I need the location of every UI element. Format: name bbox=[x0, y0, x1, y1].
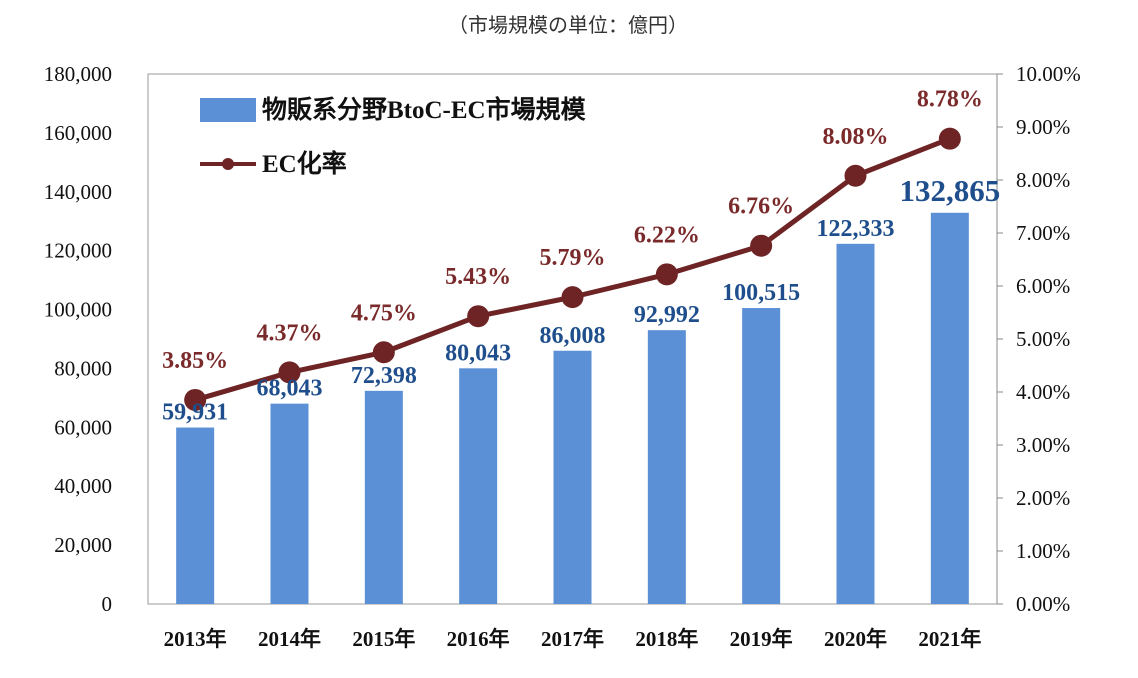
x-tick-label: 2013年 bbox=[164, 627, 227, 651]
right-tick-label: 4.00% bbox=[1016, 380, 1070, 404]
left-axis: 0 20,000 40,000 60,000 80,000 100,000 120,000 1… bbox=[44, 62, 112, 616]
legend: 物販系分野BtoC-EC市場規模 EC化率 bbox=[200, 95, 587, 178]
bar bbox=[742, 308, 781, 604]
bar-series bbox=[176, 212, 969, 605]
right-axis: 0.00% 1.00% 2.00% 3.00% 4.00% 5.00% 6.00% 7.00%… bbox=[996, 62, 1081, 616]
unit-note: （市場規模の単位：億円） bbox=[448, 13, 688, 37]
legend-bar-swatch bbox=[200, 98, 256, 122]
bar-value-label: 122,333 bbox=[817, 216, 895, 242]
left-tick-label: 160,000 bbox=[44, 121, 112, 145]
x-axis: 2013年 2014年 2015年 2016年 2017年 2018年 2019年 2020年… bbox=[164, 627, 982, 651]
legend-bar-label: 物販系分野BtoC-EC市場規模 bbox=[262, 95, 587, 124]
left-tick-label: 40,000 bbox=[54, 474, 112, 498]
left-tick-label: 140,000 bbox=[44, 180, 112, 204]
rate-value-label: 8.78% bbox=[917, 87, 983, 113]
rate-value-label: 8.08% bbox=[823, 124, 889, 150]
rate-value-label: 6.22% bbox=[634, 222, 700, 248]
rate-value-label: 6.76% bbox=[728, 194, 794, 220]
right-tick-label: 7.00% bbox=[1016, 221, 1070, 245]
rate-point bbox=[467, 305, 490, 328]
bar-labels: 59,931 68,043 72,398 80,043 86,008 92,992 100,… bbox=[162, 173, 1000, 426]
right-tick-label: 0.00% bbox=[1016, 592, 1070, 616]
bar bbox=[364, 390, 403, 604]
bar bbox=[930, 212, 969, 605]
left-tick-label: 80,000 bbox=[54, 356, 112, 380]
rate-point bbox=[278, 361, 301, 384]
rate-point bbox=[655, 263, 678, 286]
bar bbox=[836, 243, 875, 604]
rate-point bbox=[184, 388, 207, 411]
bar-value-label: 100,515 bbox=[722, 280, 800, 306]
right-tick-label: 2.00% bbox=[1016, 486, 1070, 510]
left-tick-label: 0 bbox=[102, 592, 113, 616]
rate-labels: 3.85% 4.37% 4.75% 5.43% 5.79% 6.22% 6.76% 8.08%… bbox=[162, 87, 983, 374]
bar-value-label: 86,008 bbox=[540, 323, 606, 349]
bar-value-label: 68,043 bbox=[257, 376, 323, 402]
x-tick-label: 2014年 bbox=[258, 627, 321, 651]
bar bbox=[270, 403, 309, 604]
right-tick-label: 9.00% bbox=[1016, 115, 1070, 139]
x-tick-label: 2019年 bbox=[730, 627, 793, 651]
rate-value-label: 5.43% bbox=[445, 264, 511, 290]
x-tick-label: 2021年 bbox=[918, 627, 981, 651]
bar-value-label: 80,043 bbox=[445, 340, 511, 366]
left-tick-label: 180,000 bbox=[44, 62, 112, 86]
x-tick-label: 2018年 bbox=[635, 627, 698, 651]
rate-point bbox=[938, 127, 961, 150]
bar bbox=[459, 368, 498, 604]
left-tick-label: 120,000 bbox=[44, 239, 112, 263]
rate-series bbox=[184, 127, 961, 411]
bar-value-label: 72,398 bbox=[351, 363, 417, 389]
rate-point bbox=[561, 286, 584, 309]
rate-point bbox=[372, 341, 395, 364]
left-tick-label: 60,000 bbox=[54, 415, 112, 439]
bar-value-label: 59,931 bbox=[162, 400, 228, 426]
right-tick-label: 1.00% bbox=[1016, 539, 1070, 563]
rate-value-label: 3.85% bbox=[162, 348, 228, 374]
right-tick-label: 6.00% bbox=[1016, 274, 1070, 298]
x-tick-label: 2015年 bbox=[352, 627, 415, 651]
x-tick-label: 2017年 bbox=[541, 627, 604, 651]
right-tick-label: 8.00% bbox=[1016, 168, 1070, 192]
rate-value-label: 4.75% bbox=[351, 300, 417, 326]
rate-value-label: 4.37% bbox=[257, 320, 323, 346]
legend-line-marker bbox=[222, 158, 234, 170]
rate-value-label: 5.79% bbox=[540, 245, 606, 271]
right-tick-label: 5.00% bbox=[1016, 327, 1070, 351]
bar bbox=[553, 350, 592, 604]
left-tick-label: 100,000 bbox=[44, 298, 112, 322]
bar-value-label: 132,865 bbox=[899, 173, 1000, 208]
x-tick-label: 2020年 bbox=[824, 627, 887, 651]
legend-line-label: EC化率 bbox=[262, 149, 347, 178]
right-tick-label: 10.00% bbox=[1016, 62, 1081, 86]
x-tick-label: 2016年 bbox=[447, 627, 510, 651]
bar-value-label: 92,992 bbox=[634, 302, 700, 328]
right-tick-label: 3.00% bbox=[1016, 433, 1070, 457]
left-tick-label: 20,000 bbox=[54, 533, 112, 557]
rate-point bbox=[750, 234, 773, 257]
bar bbox=[176, 427, 215, 604]
rate-point bbox=[844, 164, 867, 187]
bar bbox=[647, 330, 686, 604]
